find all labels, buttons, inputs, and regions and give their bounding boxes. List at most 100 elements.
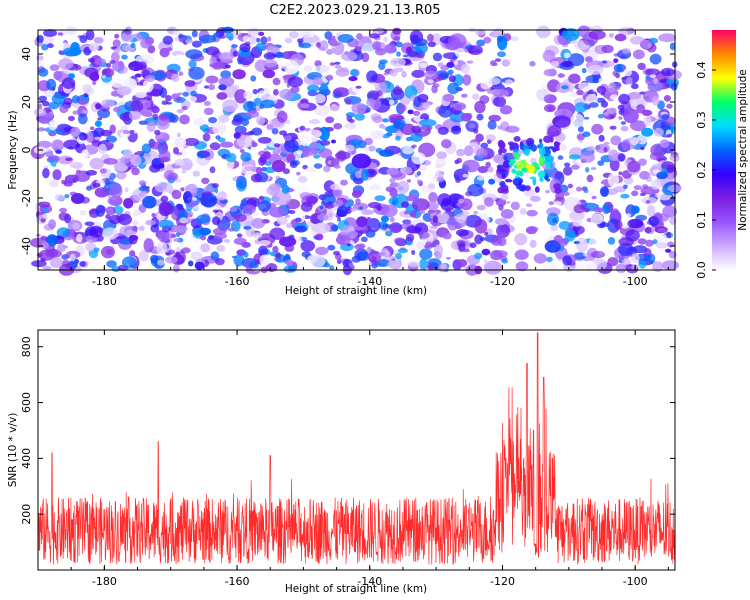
heatmap-cell — [300, 201, 313, 212]
heatmap-cell — [396, 51, 401, 57]
heatmap-cell — [410, 133, 423, 142]
heatmap-cell — [196, 214, 211, 224]
heatmap-cell — [279, 88, 295, 100]
heatmap-cell — [300, 103, 310, 109]
heatmap-cell — [267, 36, 272, 42]
heatmap-cell — [564, 52, 571, 59]
heatmap-cell — [602, 60, 607, 64]
heatmap-cell — [79, 261, 86, 267]
heatmap-cell — [356, 243, 366, 249]
heatmap-cell — [546, 256, 553, 263]
heatmap-cell — [107, 196, 122, 206]
heatmap-cell — [273, 143, 281, 148]
heatmap-cell — [476, 204, 486, 211]
heatmap-cell — [616, 64, 623, 73]
heatmap-cell — [642, 109, 653, 116]
heatmap-cell — [458, 242, 466, 253]
heatmap-cell — [176, 132, 181, 137]
heatmap-cell — [591, 123, 604, 135]
heatmap-cell — [46, 179, 61, 191]
heatmap-cell — [135, 81, 144, 86]
heatmap-cell — [277, 62, 285, 69]
heatmap-cell — [583, 260, 597, 272]
heatmap-cell — [436, 212, 450, 224]
heatmap-cell — [211, 61, 225, 69]
heatmap-cell — [574, 102, 588, 113]
heatmap-cell — [455, 178, 461, 183]
heatmap-cell — [278, 77, 284, 81]
heatmap-cell — [236, 175, 247, 189]
heatmap-cell — [134, 73, 142, 78]
heatmap-cell — [592, 86, 598, 92]
heatmap-cell — [389, 216, 395, 223]
heatmap-cell — [456, 157, 462, 164]
heatmap-cell — [112, 61, 125, 72]
heatmap-cell — [577, 125, 584, 133]
heatmap-cell — [617, 153, 626, 162]
heatmap-cell — [179, 217, 188, 224]
heatmap-cell — [463, 248, 470, 253]
spectrogram-x-label: Height of straight line (km) — [285, 285, 427, 297]
heatmap-cell — [225, 152, 237, 163]
heatmap-cell — [57, 244, 66, 252]
heatmap-cell — [384, 43, 397, 54]
heatmap-cell — [351, 255, 361, 263]
heatmap-cell — [409, 211, 416, 216]
heatmap-cell — [216, 92, 228, 100]
heatmap-cell — [607, 173, 620, 187]
heatmap-cell — [406, 179, 411, 183]
heatmap-cell — [583, 252, 588, 257]
heatmap-cell — [105, 206, 116, 216]
heatmap-cell — [120, 125, 128, 131]
heatmap-cell — [637, 238, 647, 245]
snr-frame — [37, 329, 676, 571]
heatmap-cell — [378, 59, 388, 64]
heatmap-cell — [411, 144, 417, 148]
heatmap-cell — [640, 146, 645, 151]
heatmap-cell — [596, 85, 607, 94]
heatmap-cell — [38, 201, 51, 208]
heatmap-cell — [184, 39, 194, 44]
heatmap-cell — [258, 31, 265, 36]
heatmap-cell — [263, 147, 269, 151]
snr-y-ticks: 800 600 400 200 — [20, 336, 675, 525]
heatmap-cell — [591, 195, 597, 200]
heatmap-cell — [37, 103, 43, 109]
heatmap-cell — [138, 225, 145, 231]
heatmap-cell — [167, 172, 179, 181]
heatmap-cell — [473, 128, 479, 134]
heatmap-cell — [383, 36, 389, 43]
heatmap-cell — [160, 202, 175, 215]
heatmap-cell — [262, 69, 275, 79]
heatmap-cell — [384, 224, 392, 229]
heatmap-cell — [133, 209, 141, 217]
colorbar-tick-label: 0.2 — [695, 161, 708, 179]
heatmap-cell — [475, 148, 488, 158]
heatmap-cell — [333, 250, 340, 256]
heatmap-cell — [336, 234, 351, 246]
heatmap-cell — [256, 115, 266, 126]
heatmap-cell — [385, 230, 393, 237]
heatmap-cell — [574, 262, 586, 270]
heatmap-cell — [566, 70, 571, 76]
heatmap-cell — [392, 86, 403, 96]
heatmap-cell — [411, 152, 426, 165]
heatmap-cell — [450, 125, 462, 135]
heatmap-cell — [518, 184, 527, 192]
heatmap-cell — [358, 206, 364, 210]
heatmap-cell — [44, 207, 49, 214]
heatmap-cell — [354, 113, 366, 121]
heatmap-cell — [229, 206, 238, 212]
heatmap-cell — [251, 212, 259, 216]
heatmap-cell — [39, 61, 44, 67]
heatmap-cell — [467, 45, 483, 55]
heatmap-cell — [407, 109, 414, 115]
heatmap-cell — [300, 240, 316, 252]
heatmap-cell — [653, 78, 659, 85]
heatmap-cell — [632, 245, 648, 254]
heatmap-cell — [627, 160, 641, 173]
heatmap-cell — [437, 62, 444, 67]
heatmap-cell — [631, 205, 640, 214]
heatmap-cell — [346, 243, 352, 247]
heatmap-cell — [117, 213, 132, 226]
